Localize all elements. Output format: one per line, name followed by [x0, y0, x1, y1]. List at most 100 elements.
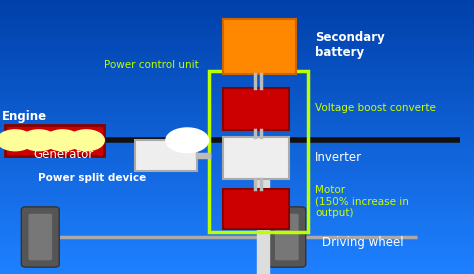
Bar: [0, 249, 474, 252]
Bar: [0, 260, 474, 263]
Bar: [0, 55, 474, 58]
Bar: [0, 255, 474, 258]
Bar: [0, 88, 474, 90]
Bar: [0, 112, 474, 115]
Bar: [0, 3, 474, 5]
FancyBboxPatch shape: [223, 189, 289, 229]
Bar: [0, 93, 474, 96]
Bar: [0, 208, 474, 211]
Bar: [0, 126, 474, 129]
Bar: [0, 266, 474, 269]
Bar: [0, 233, 474, 236]
Bar: [0, 79, 474, 82]
Bar: [0, 219, 474, 222]
Bar: [0, 195, 474, 197]
Bar: [0, 175, 474, 178]
Bar: [0, 90, 474, 93]
Bar: [0, 104, 474, 107]
Bar: [0, 58, 474, 60]
Bar: [0, 66, 474, 68]
FancyBboxPatch shape: [268, 207, 306, 267]
Bar: [0, 184, 474, 186]
Bar: [0, 189, 474, 192]
FancyBboxPatch shape: [223, 19, 296, 74]
Bar: [0, 225, 474, 227]
Bar: [0, 77, 474, 79]
Bar: [0, 123, 474, 126]
Bar: [0, 101, 474, 104]
Bar: [0, 27, 474, 30]
Bar: [0, 137, 474, 140]
Bar: [0, 96, 474, 99]
Bar: [0, 263, 474, 266]
Bar: [0, 33, 474, 36]
Bar: [0, 244, 474, 247]
Bar: [0, 85, 474, 88]
Bar: [0, 121, 474, 123]
Text: Driving wheel: Driving wheel: [322, 236, 404, 249]
Bar: [0, 156, 474, 159]
Bar: [0, 41, 474, 44]
Bar: [0, 115, 474, 118]
Bar: [0, 129, 474, 132]
Bar: [0, 162, 474, 164]
Bar: [0, 203, 474, 206]
Text: Secondary
battery: Secondary battery: [315, 31, 385, 59]
FancyBboxPatch shape: [223, 137, 289, 179]
Bar: [0, 192, 474, 195]
Circle shape: [45, 130, 81, 151]
Bar: [0, 5, 474, 8]
FancyBboxPatch shape: [28, 214, 52, 260]
Bar: [0, 227, 474, 230]
Text: Voltage boost converte: Voltage boost converte: [315, 103, 436, 113]
FancyBboxPatch shape: [5, 125, 104, 156]
Bar: [0, 164, 474, 167]
Bar: [0, 178, 474, 181]
Bar: [0, 247, 474, 249]
Bar: [0, 38, 474, 41]
Bar: [0, 71, 474, 74]
Bar: [0, 107, 474, 110]
FancyBboxPatch shape: [275, 214, 299, 260]
Bar: [0, 44, 474, 47]
Bar: [0, 211, 474, 214]
Bar: [0, 25, 474, 27]
Bar: [0, 63, 474, 66]
Bar: [0, 181, 474, 184]
Bar: [0, 132, 474, 134]
Bar: [0, 134, 474, 137]
Bar: [0, 151, 474, 153]
Bar: [0, 110, 474, 112]
Bar: [0, 145, 474, 148]
Bar: [0, 167, 474, 170]
Bar: [0, 153, 474, 156]
Bar: [0, 140, 474, 142]
Circle shape: [166, 128, 209, 153]
Bar: [0, 148, 474, 151]
Bar: [257, 140, 269, 274]
Bar: [0, 99, 474, 101]
Circle shape: [68, 130, 104, 151]
Bar: [0, 14, 474, 16]
Bar: [0, 16, 474, 19]
Bar: [0, 118, 474, 121]
Bar: [0, 271, 474, 274]
Bar: [0, 173, 474, 175]
Bar: [0, 68, 474, 71]
Bar: [0, 214, 474, 216]
Bar: [0, 36, 474, 38]
Bar: [0, 8, 474, 11]
Bar: [0, 47, 474, 49]
Bar: [0, 19, 474, 22]
FancyBboxPatch shape: [223, 88, 289, 130]
Bar: [0, 49, 474, 52]
Text: Inverter: Inverter: [315, 151, 362, 164]
Circle shape: [0, 130, 33, 151]
Bar: [0, 52, 474, 55]
Bar: [0, 142, 474, 145]
Bar: [0, 269, 474, 271]
Text: Power split device: Power split device: [38, 173, 146, 182]
Bar: [0, 22, 474, 25]
Bar: [0, 159, 474, 162]
Bar: [0, 216, 474, 219]
